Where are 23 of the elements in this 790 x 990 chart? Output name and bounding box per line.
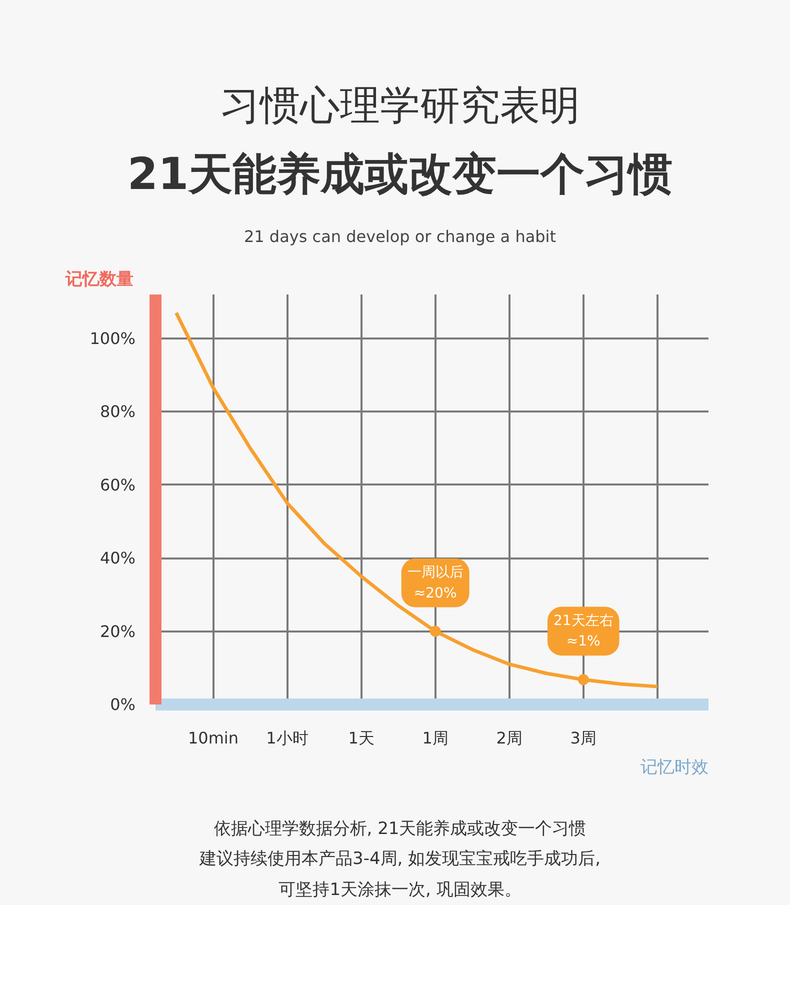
text: 21 days can develop or change a habit xyxy=(244,226,556,248)
text: 建议持续使用本产品3-4周, 如发现宝宝戒吃手成功后, xyxy=(200,849,600,870)
x-tick-label: 1周 xyxy=(422,728,448,748)
x-tick-label: 1天 xyxy=(348,728,374,748)
chart-title: 习惯心理学研究表明 xyxy=(220,82,580,131)
text: 依据心理学数据分析, 21天能养成或改变一个习惯 xyxy=(214,818,586,840)
x-tick-label: 2周 xyxy=(496,728,522,748)
annotation: 21天左右 ≈1% xyxy=(553,612,614,650)
line-series xyxy=(174,310,660,688)
x-tick-label: 10min xyxy=(188,728,239,748)
y-tick-label: 60% xyxy=(100,475,136,494)
annotation: 一周以后 ≈20% xyxy=(407,564,464,602)
y-axis-title: 记忆数量 xyxy=(64,269,134,290)
y-tick-label: 0% xyxy=(110,694,136,714)
x-tick-label: 3周 xyxy=(570,728,596,748)
y-tick-label: 100% xyxy=(90,328,136,348)
y-tick-label: 80% xyxy=(100,402,136,421)
y-tick-label: 20% xyxy=(100,622,136,641)
x-tick-label: 1小时 xyxy=(266,728,308,748)
y-tick-label: 40% xyxy=(100,548,136,568)
x-axis-title: 记忆时效 xyxy=(640,757,708,778)
chart-subtitle: 21天能养成或改变一个习惯 xyxy=(127,148,673,202)
text: 可坚持1天涂抹一次, 巩固效果。 xyxy=(278,880,522,900)
